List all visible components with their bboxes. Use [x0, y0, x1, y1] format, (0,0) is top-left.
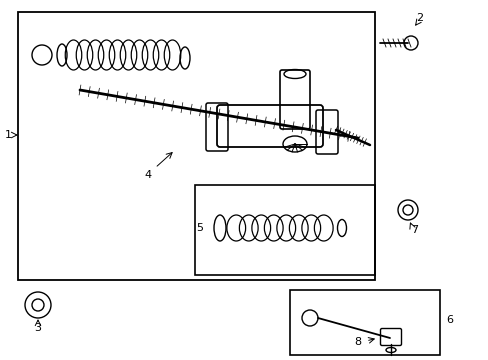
Text: 6: 6: [446, 315, 452, 325]
Bar: [195, 185, 374, 275]
Bar: [18, 12, 374, 280]
Text: 1: 1: [4, 130, 12, 140]
Text: 2: 2: [416, 13, 423, 23]
Text: 4: 4: [144, 170, 151, 180]
Text: 3: 3: [35, 323, 41, 333]
Text: 5: 5: [196, 223, 203, 233]
Text: 7: 7: [410, 225, 418, 235]
Text: 8: 8: [354, 337, 361, 347]
Bar: [289, 290, 439, 355]
